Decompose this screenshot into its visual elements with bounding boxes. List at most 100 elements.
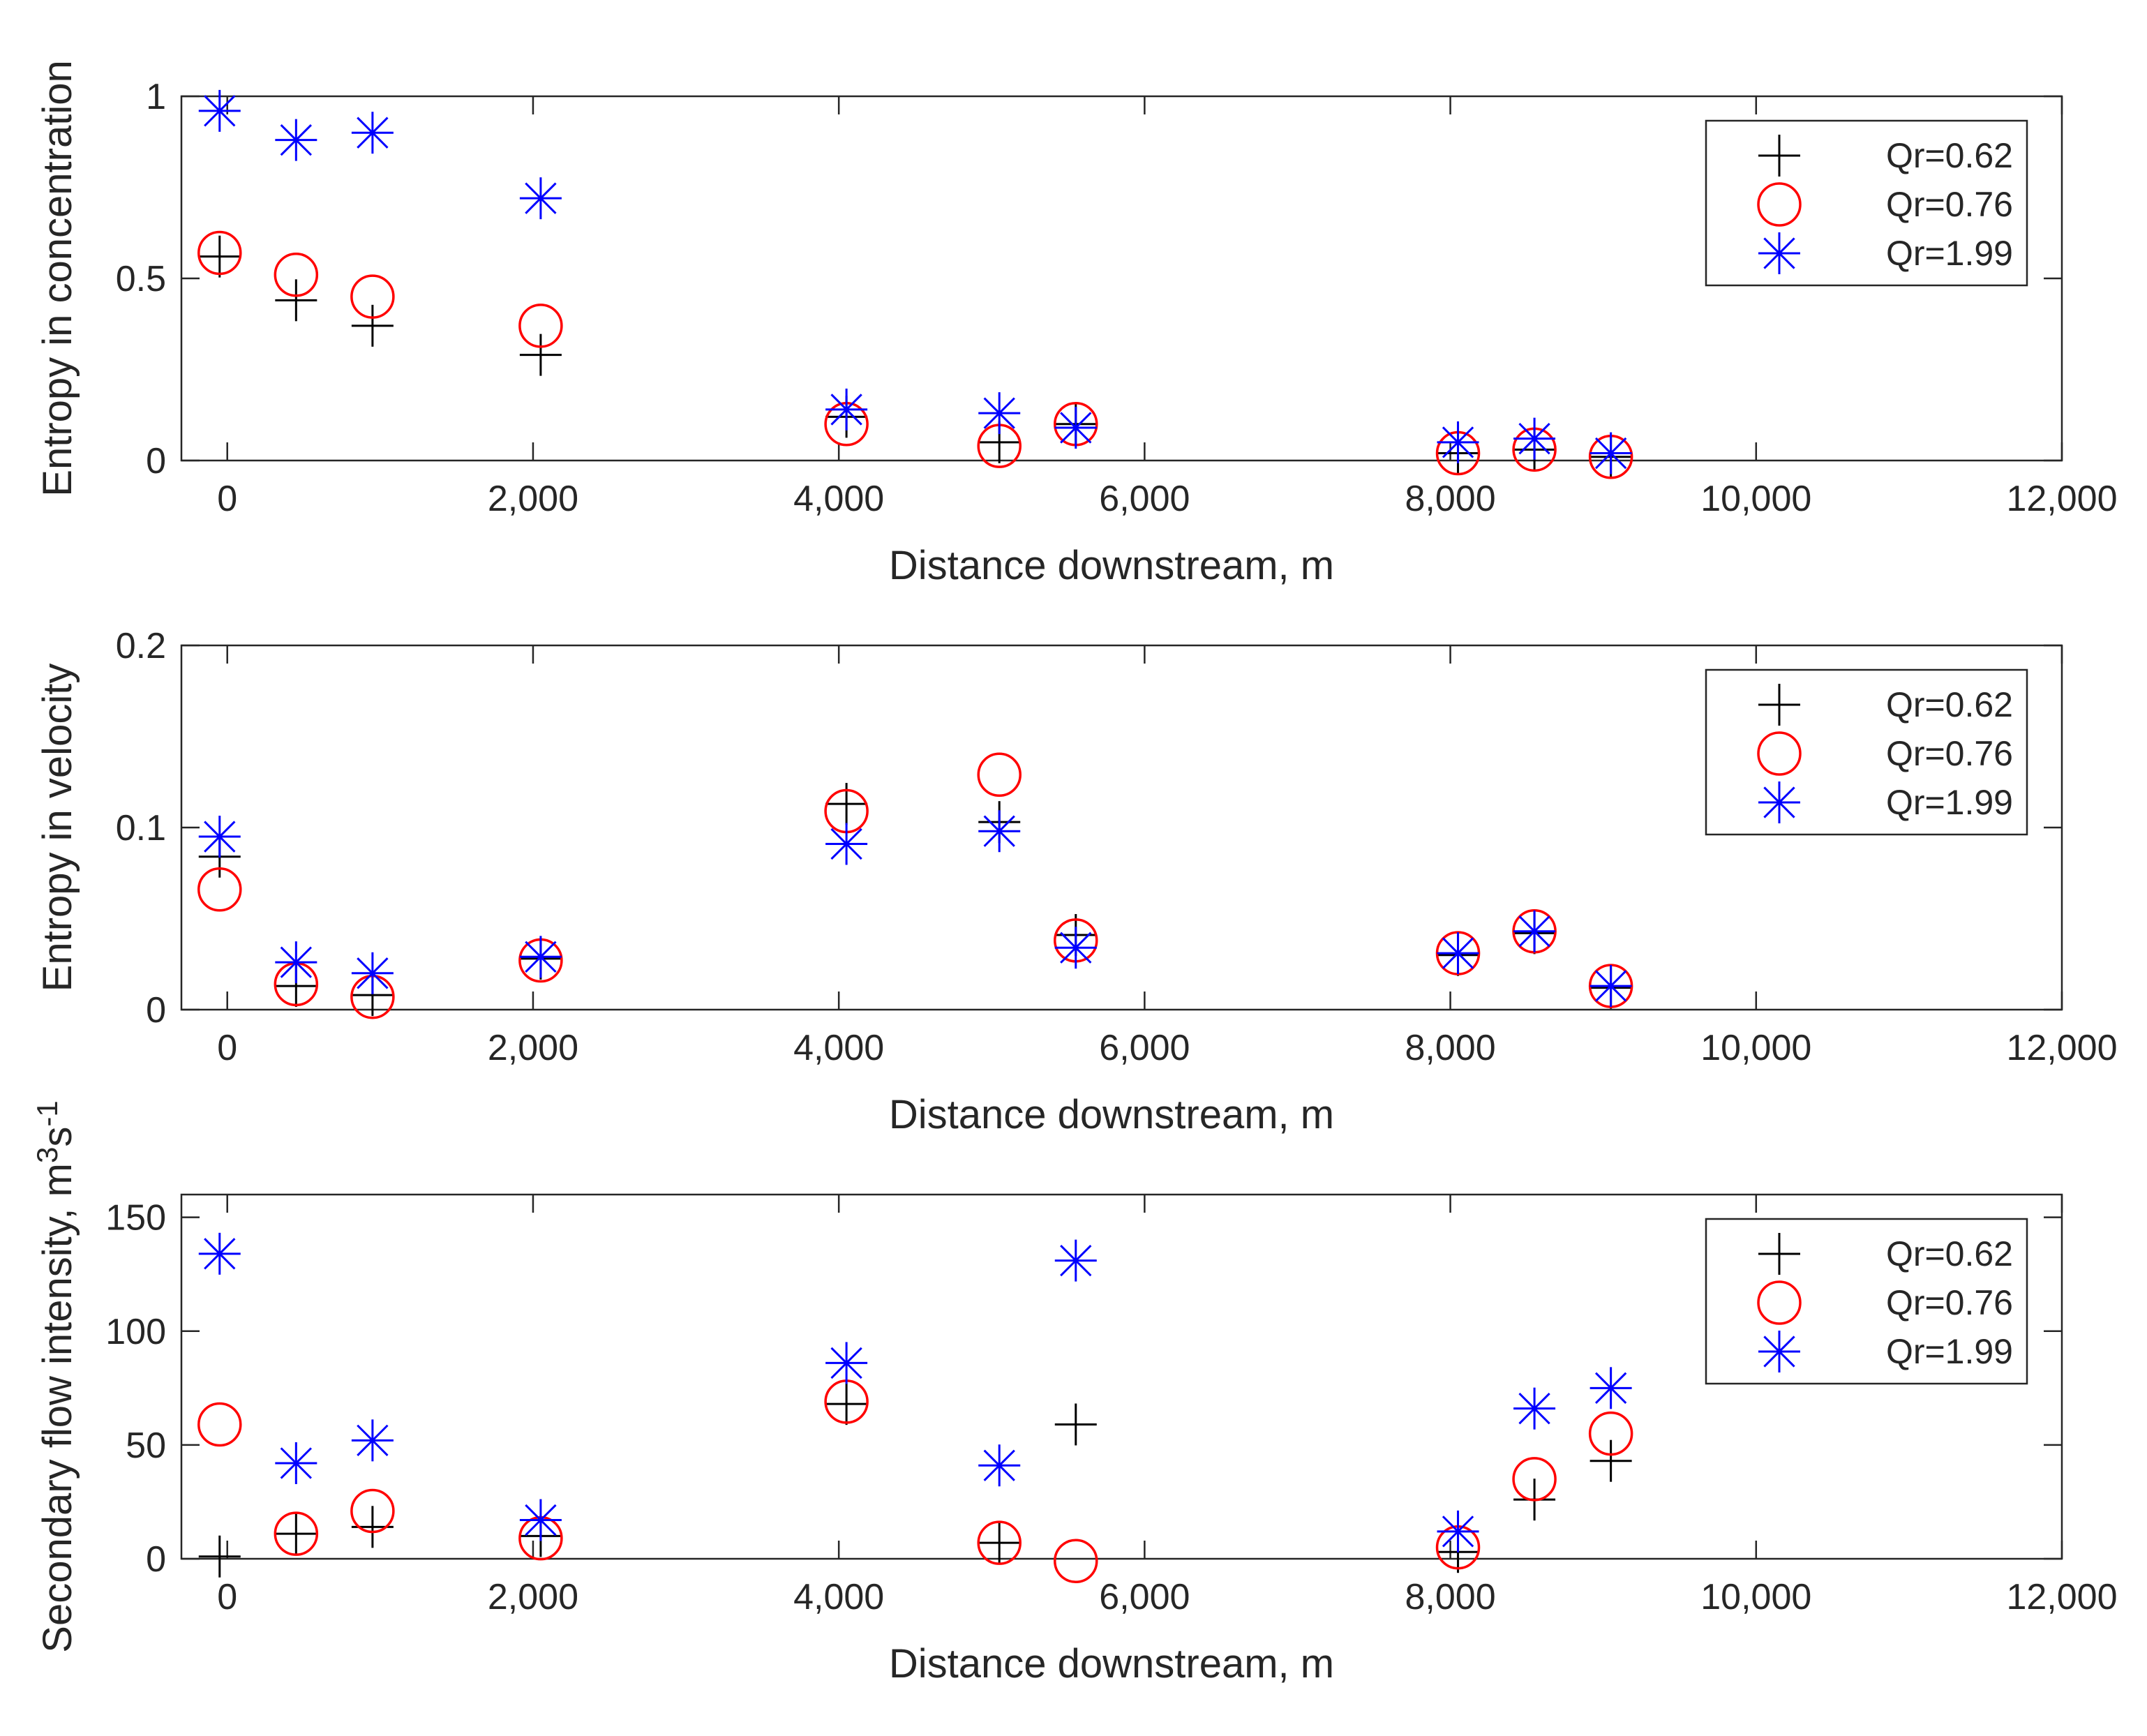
y-tick-label: 150	[105, 1198, 166, 1239]
data-point-asterisk	[978, 392, 1021, 435]
y-axis-label-sup1: 3	[31, 1147, 63, 1163]
legend-marker-asterisk	[1758, 1331, 1800, 1372]
x-tick-label: 12,000	[2006, 479, 2117, 519]
data-point-plus	[1589, 1439, 1632, 1482]
data-point-plus	[825, 1383, 868, 1426]
data-point-circle	[197, 230, 242, 276]
data-point-asterisk	[519, 1499, 562, 1541]
x-tick-label: 4,000	[793, 1577, 884, 1617]
x-tick-label: 2,000	[488, 479, 578, 519]
legend-label: Qr=0.76	[1886, 734, 2013, 773]
x-tick-label: 8,000	[1405, 479, 1496, 519]
legend-entries: Qr=0.62 Qr=0.76 Qr=1.99	[1757, 135, 2013, 274]
y-tick-label: 0	[146, 441, 166, 481]
data-point-circle	[977, 752, 1022, 798]
data-point-plus	[978, 1522, 1021, 1564]
data-point-circle	[274, 253, 319, 297]
data-point-plus	[198, 1535, 241, 1578]
x-tick-label: 12,000	[2006, 1577, 2117, 1617]
data-point-asterisk	[198, 89, 241, 132]
data-point-asterisk	[1589, 1367, 1632, 1409]
markers	[197, 752, 1633, 1019]
data-point-asterisk	[978, 1444, 1021, 1487]
y-ticks: 0 50 100 150	[105, 1198, 2062, 1580]
data-point-asterisk	[825, 1342, 868, 1384]
data-point-asterisk	[1513, 1387, 1556, 1430]
x-tick-label: 0	[217, 1577, 237, 1617]
legend-entries: Qr=0.62 Qr=0.76 Qr=1.99	[1757, 684, 2013, 823]
x-tick-label: 6,000	[1099, 479, 1190, 519]
data-point-asterisk	[1437, 932, 1479, 975]
legend-marker-plus	[1758, 1233, 1800, 1275]
x-ticks: 0 2,000 4,000 6,000 8,000 10,000 12,000	[217, 96, 2118, 519]
y-ticks: 0 0.1 0.2	[116, 626, 2062, 1031]
y-axis-label-main: Secondary flow intensity, m	[35, 1163, 80, 1653]
legend-marker-asterisk	[1758, 781, 1800, 823]
y-axis-label-unit: s	[35, 1127, 80, 1147]
x-axis-label: Distance downstream, m	[889, 543, 1334, 588]
legend-marker-plus	[1758, 135, 1800, 177]
data-point-asterisk	[519, 177, 562, 220]
markers	[197, 1232, 1633, 1584]
legend-label: Qr=0.62	[1886, 1234, 2013, 1273]
y-tick-label: 0	[146, 1539, 166, 1580]
data-point-circle	[1512, 1457, 1557, 1502]
x-axis-label: Distance downstream, m	[889, 1092, 1334, 1137]
data-point-asterisk	[1513, 910, 1556, 952]
data-point-asterisk	[275, 941, 317, 984]
data-point-circle	[518, 304, 563, 348]
x-ticks: 0 2,000 4,000 6,000 8,000 10,000 12,000	[217, 645, 2118, 1068]
panel-2: 0 2,000 4,000 6,000 8,000 10,000 12,000 0 0.1 0.…	[35, 626, 2118, 1137]
data-point-circle	[350, 274, 395, 319]
x-tick-label: 10,000	[1700, 1028, 1811, 1068]
x-ticks: 0 2,000 4,000 6,000 8,000 10,000 12,000	[217, 1195, 2118, 1617]
y-axis-label: Entropy in velocity	[35, 664, 80, 992]
data-point-plus	[351, 304, 394, 347]
x-tick-label: 6,000	[1099, 1577, 1190, 1617]
data-point-plus	[519, 334, 562, 376]
x-tick-label: 8,000	[1405, 1028, 1496, 1068]
legend-label: Qr=0.76	[1886, 185, 2013, 224]
data-point-circle	[197, 1402, 242, 1447]
y-tick-label: 1	[146, 77, 166, 117]
y-tick-label: 50	[126, 1426, 166, 1466]
x-tick-label: 8,000	[1405, 1577, 1496, 1617]
data-point-plus	[1054, 1403, 1097, 1446]
legend-label: Qr=1.99	[1886, 1332, 2013, 1371]
data-point-circle	[1588, 1411, 1633, 1456]
x-tick-label: 4,000	[793, 1028, 884, 1068]
x-tick-label: 0	[217, 479, 237, 519]
x-tick-label: 2,000	[488, 1577, 578, 1617]
data-point-asterisk	[1513, 417, 1556, 460]
legend-marker-asterisk	[1758, 232, 1800, 274]
x-tick-label: 6,000	[1099, 1028, 1190, 1068]
x-tick-label: 10,000	[1700, 479, 1811, 519]
panel-3: 0 2,000 4,000 6,000 8,000 10,000 12,000 0 50 100…	[31, 1100, 2118, 1686]
data-point-asterisk	[1437, 421, 1479, 463]
legend-marker-circle	[1757, 731, 1802, 776]
data-point-asterisk	[825, 388, 868, 431]
x-tick-label: 2,000	[488, 1028, 578, 1068]
y-ticks: 00.51	[116, 77, 2062, 481]
legend: Qr=0.62 Qr=0.76 Qr=1.99	[1705, 119, 2028, 287]
data-point-plus	[275, 1513, 317, 1555]
legend: Qr=0.62 Qr=0.76 Qr=1.99	[1705, 1218, 2028, 1385]
markers	[197, 89, 1633, 479]
data-point-asterisk	[351, 1419, 394, 1462]
data-point-asterisk	[1589, 965, 1632, 1008]
data-point-asterisk	[198, 1232, 241, 1275]
y-axis-label: Entropy in concentration	[35, 60, 80, 496]
y-tick-label: 0.1	[116, 808, 166, 848]
x-tick-label: 10,000	[1700, 1577, 1811, 1617]
data-point-plus	[275, 279, 317, 322]
data-point-asterisk	[275, 119, 317, 161]
x-tick-label: 4,000	[793, 479, 884, 519]
data-point-asterisk	[978, 810, 1021, 853]
legend: Qr=0.62 Qr=0.76 Qr=1.99	[1705, 668, 2028, 836]
data-point-circle	[977, 1520, 1022, 1565]
data-point-asterisk	[1054, 1239, 1097, 1282]
y-axis-label-sup2: -1	[31, 1100, 63, 1126]
legend-marker-circle	[1757, 1280, 1802, 1325]
legend-marker-plus	[1758, 684, 1800, 726]
